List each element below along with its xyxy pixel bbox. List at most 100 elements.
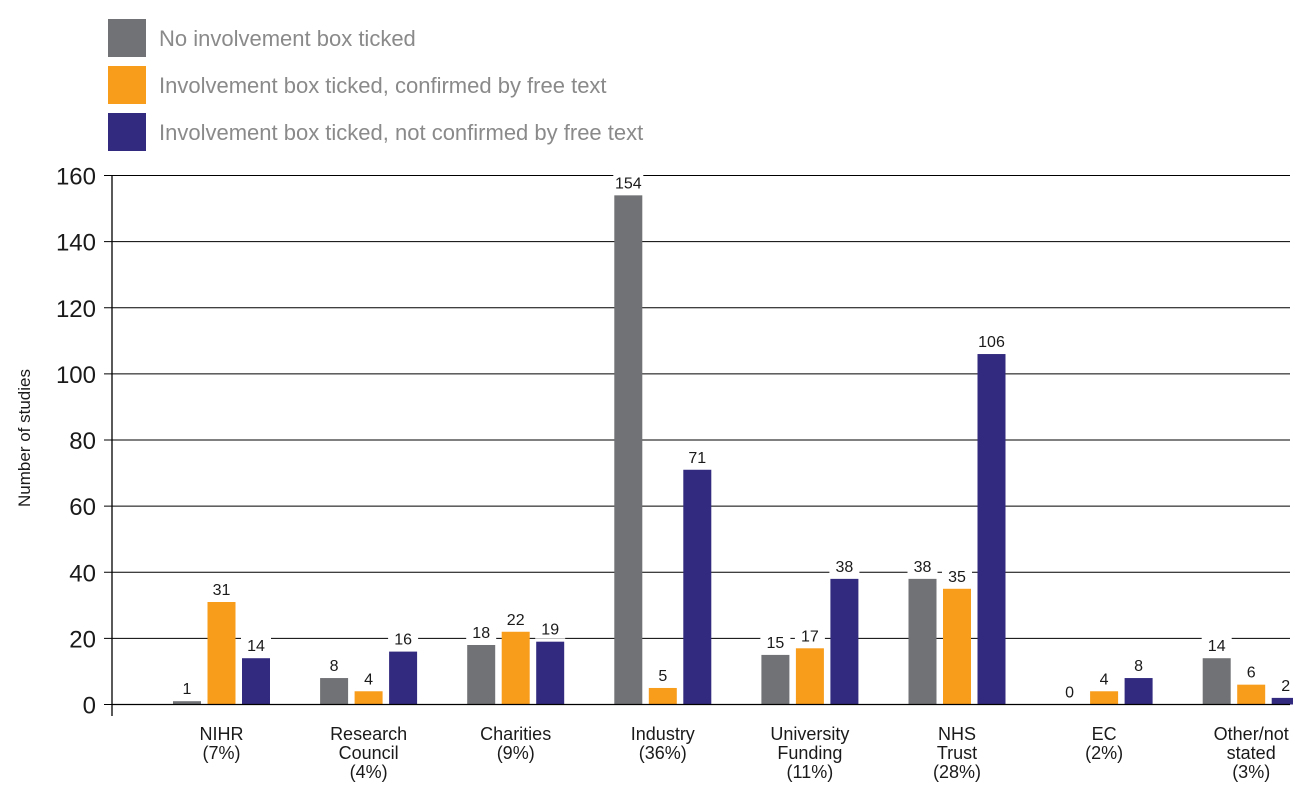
value-label-bg: [829, 556, 860, 576]
x-category-label: (11%): [787, 762, 834, 782]
value-label: 31: [213, 582, 231, 599]
bar: [648, 687, 677, 705]
legend-swatch: [108, 113, 146, 151]
value-label: 8: [330, 658, 339, 675]
bar: [354, 691, 383, 705]
x-category-label: NHS: [938, 724, 976, 744]
value-label: 1: [183, 681, 192, 698]
bar: [536, 641, 565, 705]
y-tick-label: 120: [56, 296, 96, 323]
value-label: 106: [978, 334, 1005, 351]
value-label: 18: [472, 625, 490, 642]
x-category-label: stated: [1227, 743, 1276, 763]
value-label: 38: [914, 559, 932, 576]
value-label-bg: [535, 619, 566, 639]
bar: [830, 578, 859, 705]
bar: [614, 195, 643, 705]
value-label-bg: [1089, 669, 1120, 689]
value-label: 4: [1100, 671, 1109, 688]
bar: [389, 651, 418, 705]
x-category-label: University: [770, 724, 849, 744]
value-label: 4: [364, 671, 373, 688]
x-category-label: Funding: [777, 743, 842, 763]
legend-swatch: [108, 66, 146, 104]
value-label: 71: [688, 450, 706, 467]
value-label-bg: [319, 656, 350, 676]
y-axis-title: Number of studies: [15, 369, 34, 507]
x-category-label: EC: [1092, 724, 1117, 744]
y-tick-label: 80: [69, 428, 96, 455]
legend-swatch: [108, 19, 146, 57]
x-category-label: (7%): [202, 743, 240, 763]
legend-label: No involvement box ticked: [159, 26, 416, 51]
value-label: 35: [948, 569, 966, 586]
value-label: 5: [658, 668, 667, 685]
y-tick-label: 20: [69, 626, 96, 653]
chart-legend: No involvement box ticked Involvement box…: [108, 19, 643, 151]
x-category-label: (9%): [497, 743, 535, 763]
value-label-bg: [976, 332, 1007, 352]
value-label-bg: [942, 566, 972, 586]
bar: [683, 469, 712, 705]
y-axis-ticks: 0 20 40 60 80 100 120 140 160: [56, 164, 112, 720]
bar: [943, 588, 971, 705]
bar: [977, 354, 1006, 705]
value-label-bg: [172, 679, 202, 699]
x-category-label: Industry: [631, 724, 695, 744]
value-label: 154: [615, 175, 642, 192]
x-category-label: (28%): [933, 762, 981, 782]
value-label: 17: [801, 628, 819, 645]
bar: [1202, 658, 1231, 705]
value-label: 15: [767, 635, 785, 652]
value-label: 38: [836, 559, 854, 576]
y-tick-label: 0: [83, 693, 96, 720]
x-category-label: Trust: [937, 743, 977, 763]
value-label-bg: [500, 609, 531, 629]
value-label: 22: [507, 612, 525, 629]
y-tick-label: 140: [56, 230, 96, 257]
value-labels: 1 31 14 8 4 16 18 22 19 154 5 71 15 17 38 38 35 106 0 4 8 14 6…: [172, 173, 1293, 702]
bar: [173, 701, 201, 705]
value-label-bg: [206, 580, 237, 600]
bar: [795, 648, 824, 705]
x-category-label: Council: [339, 743, 399, 763]
bar: [207, 602, 236, 705]
x-category-label: (3%): [1232, 762, 1270, 782]
value-label: 16: [394, 632, 412, 649]
value-label-bg: [1054, 682, 1085, 702]
bar: [467, 644, 496, 705]
value-label-bg: [682, 447, 713, 467]
x-category-label: (36%): [639, 743, 687, 763]
y-tick-label: 160: [56, 164, 96, 191]
value-label-bg: [647, 665, 678, 685]
bar: [908, 578, 937, 705]
bar: [242, 658, 270, 705]
x-category-label: (4%): [350, 762, 388, 782]
bar: [1237, 684, 1266, 705]
legend-label: Involvement box ticked, confirmed by fre…: [159, 73, 607, 98]
value-label: 8: [1134, 658, 1143, 675]
y-tick-label: 40: [69, 560, 96, 587]
bar: [1271, 697, 1293, 705]
bar: [320, 678, 349, 705]
y-tick-label: 60: [69, 494, 96, 521]
x-category-label: Charities: [480, 724, 551, 744]
value-label: 19: [541, 622, 559, 639]
y-tick-label: 100: [56, 362, 96, 389]
value-label: 14: [1208, 638, 1226, 655]
value-label: 2: [1281, 678, 1290, 695]
value-label-bg: [353, 669, 384, 689]
value-label-bg: [1270, 675, 1293, 695]
x-category-label: Other/not: [1214, 724, 1289, 744]
value-label: 0: [1065, 685, 1074, 702]
bars: [173, 195, 1293, 705]
bar: [1090, 691, 1119, 705]
value-label-bg: [760, 632, 791, 652]
value-label: 6: [1247, 665, 1256, 682]
axes: [111, 175, 1290, 716]
value-label-bg: [613, 173, 644, 193]
value-label-bg: [1123, 656, 1154, 676]
bar: [761, 654, 790, 705]
